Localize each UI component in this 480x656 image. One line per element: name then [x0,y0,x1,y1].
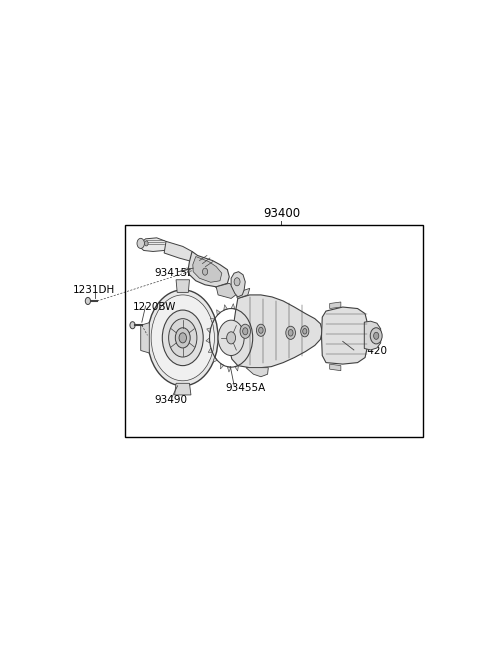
Circle shape [179,333,186,343]
Circle shape [240,324,251,338]
Circle shape [303,329,307,334]
Circle shape [300,326,309,337]
Circle shape [286,326,296,339]
Circle shape [256,324,265,337]
Circle shape [373,333,379,339]
Circle shape [85,297,91,304]
Circle shape [243,328,248,335]
Circle shape [203,268,208,276]
Polygon shape [248,352,252,358]
Polygon shape [330,364,341,371]
Circle shape [151,295,215,380]
Text: 93420: 93420 [354,346,387,356]
Circle shape [162,310,203,365]
Polygon shape [250,323,254,328]
Polygon shape [206,338,210,343]
Polygon shape [208,348,213,352]
Polygon shape [252,333,256,338]
Bar [125,225,423,438]
Circle shape [144,241,148,246]
Polygon shape [176,279,190,293]
Polygon shape [216,283,238,298]
Circle shape [288,329,293,336]
Polygon shape [220,363,224,369]
Polygon shape [245,314,249,319]
Polygon shape [210,318,215,323]
Circle shape [370,328,382,344]
Circle shape [175,328,190,348]
Circle shape [227,332,236,344]
Polygon shape [252,343,255,348]
Polygon shape [330,302,341,308]
Text: 1231DH: 1231DH [73,285,115,295]
Circle shape [168,319,197,357]
Polygon shape [213,357,217,362]
Text: 93400: 93400 [263,207,300,220]
Polygon shape [193,256,222,282]
Polygon shape [239,307,242,312]
Circle shape [218,320,244,356]
Polygon shape [216,310,220,316]
Polygon shape [188,251,229,287]
Polygon shape [138,238,170,251]
Polygon shape [237,289,250,298]
Text: 93455A: 93455A [226,383,266,393]
Text: 93415D: 93415D [155,268,196,278]
Text: 93490: 93490 [155,396,188,405]
Polygon shape [207,328,211,333]
Polygon shape [231,304,235,309]
Polygon shape [322,307,367,364]
Polygon shape [364,321,381,350]
Polygon shape [229,295,322,367]
Text: 1220BW: 1220BW [132,302,176,312]
Circle shape [234,277,240,286]
Polygon shape [175,383,191,395]
Circle shape [130,321,135,329]
Polygon shape [164,241,196,262]
Polygon shape [246,367,268,377]
Polygon shape [224,304,228,310]
Circle shape [259,327,263,333]
Polygon shape [228,367,231,372]
Polygon shape [235,365,239,371]
Polygon shape [242,360,246,366]
Polygon shape [231,272,245,297]
Circle shape [137,238,144,249]
Circle shape [147,290,218,386]
Polygon shape [141,323,149,353]
